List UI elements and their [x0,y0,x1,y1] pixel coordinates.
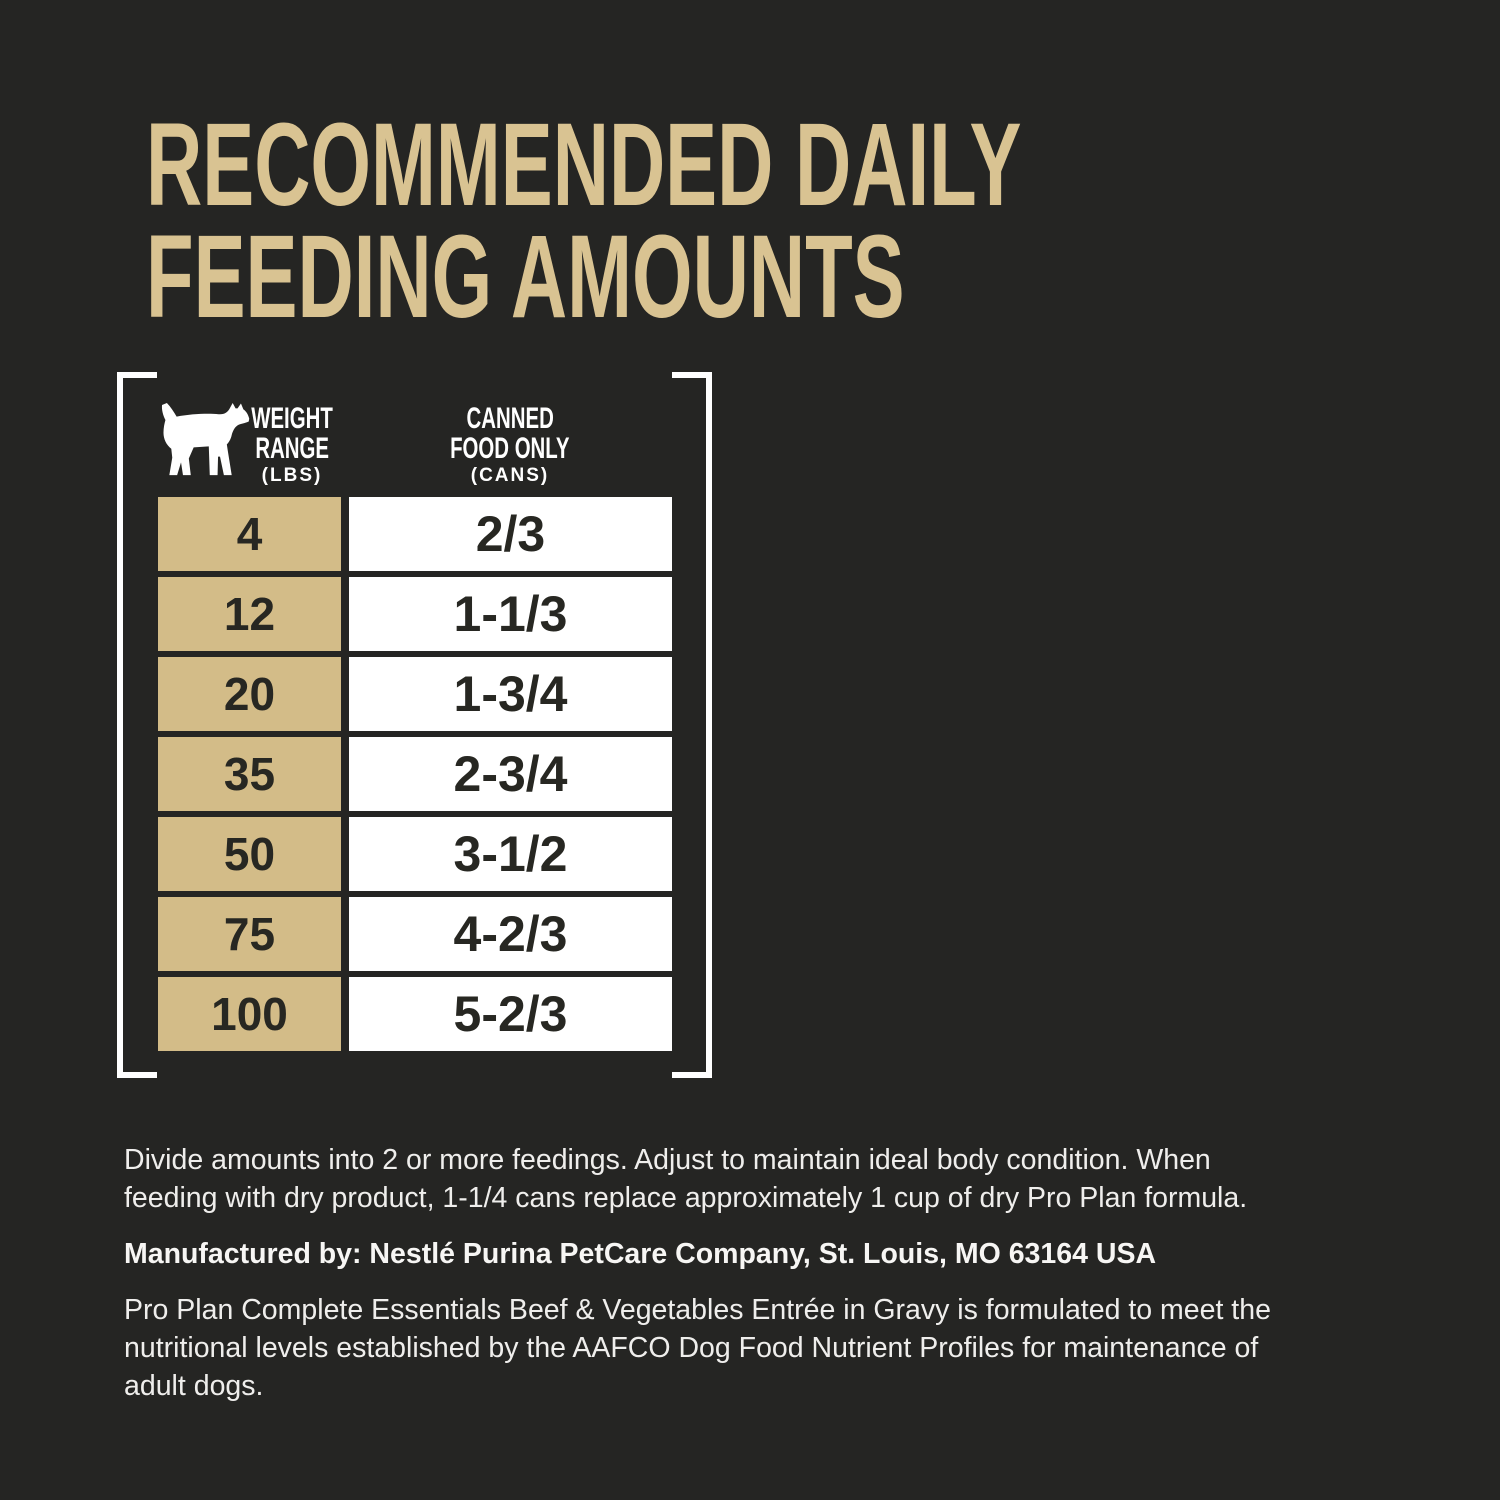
feeding-table: 4 2/3 12 1-1/3 20 1-3/4 35 2-3/4 50 3-1/… [158,497,672,1057]
table-row: 35 2-3/4 [158,737,672,811]
cans-cell: 3-1/2 [349,817,672,891]
page-title: RECOMMENDED DAILY FEEDING AMOUNTS [146,99,1473,343]
table-row: 12 1-1/3 [158,577,672,651]
weight-cell: 100 [158,977,341,1051]
table-row: 4 2/3 [158,497,672,571]
weight-cell: 50 [158,817,341,891]
cans-header-line-2: FOOD ONLY [450,432,570,465]
cans-cell: 1-3/4 [349,657,672,731]
feeding-note: Divide amounts into 2 or more feedings. … [124,1141,1424,1217]
cans-cell: 5-2/3 [349,977,672,1051]
weight-cell: 12 [158,577,341,651]
cans-column-header: CANNED FOOD ONLY (CANS) [400,404,620,486]
aafco-statement: Pro Plan Complete Essentials Beef & Vege… [124,1291,1424,1405]
cans-header-unit: (CANS) [470,465,550,486]
notes-section: Divide amounts into 2 or more feedings. … [124,1141,1424,1423]
table-row: 50 3-1/2 [158,817,672,891]
weight-header-line-2: RANGE [255,432,329,465]
weight-column-header: WEIGHT RANGE (LBS) [182,404,402,486]
feeding-note-line-1: Divide amounts into 2 or more feedings. … [124,1144,1211,1176]
cans-cell: 1-1/3 [349,577,672,651]
aafco-line-3: adult dogs. [124,1370,264,1402]
aafco-line-2: nutritional levels established by the AA… [124,1332,1259,1364]
table-row: 20 1-3/4 [158,657,672,731]
aafco-line-1: Pro Plan Complete Essentials Beef & Vege… [124,1294,1271,1326]
cans-cell: 2-3/4 [349,737,672,811]
page-title-line-1: RECOMMENDED DAILY [146,99,1022,231]
weight-cell: 20 [158,657,341,731]
table-row: 100 5-2/3 [158,977,672,1051]
cans-cell: 2/3 [349,497,672,571]
weight-cell: 35 [158,737,341,811]
page-title-line-2: FEEDING AMOUNTS [146,211,905,343]
cans-header-line-1: CANNED [466,402,554,435]
table-bracket-left [117,372,157,1078]
table-bracket-right [672,372,712,1078]
dog-icon [161,403,250,476]
feeding-note-line-2: feeding with dry product, 1-1/4 cans rep… [124,1182,1248,1214]
weight-header-line-1: WEIGHT [251,402,333,435]
weight-cell: 75 [158,897,341,971]
table-row: 75 4-2/3 [158,897,672,971]
weight-cell: 4 [158,497,341,571]
cans-cell: 4-2/3 [349,897,672,971]
manufactured-by-note: Manufactured by: Nestlé Purina PetCare C… [124,1238,1157,1270]
weight-header-unit: (LBS) [261,465,323,486]
